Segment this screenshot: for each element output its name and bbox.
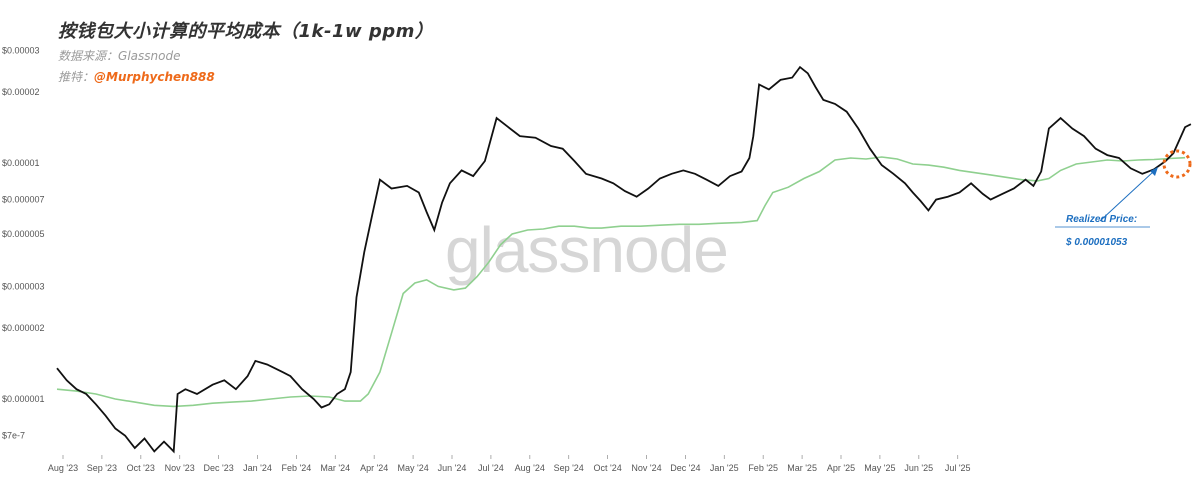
annotation-title: Realized Price:	[1066, 214, 1137, 225]
x-tick-label: Dec '24	[670, 463, 700, 473]
x-tick-label: Aug '23	[48, 463, 78, 473]
x-tick-label: Jan '24	[243, 463, 272, 473]
highlight-circle	[1162, 149, 1192, 179]
source-value: Glassnode	[118, 49, 181, 63]
x-tick-label: Jul '24	[478, 463, 504, 473]
source-line: 数据来源：Glassnode	[58, 47, 180, 64]
x-tick-label: Dec '23	[203, 463, 233, 473]
x-tick-label: Mar '25	[787, 463, 817, 473]
x-tick-label: Feb '24	[282, 463, 312, 473]
y-tick-label: $0.000005	[2, 229, 45, 239]
x-tick-label: May '25	[864, 463, 895, 473]
y-tick-label: $0.000002	[2, 323, 45, 333]
x-tick-label: Feb '25	[748, 463, 778, 473]
x-axis: Aug '23 Sep '23 Oct '23 Nov '23 Dec '23 Jan '…	[48, 455, 971, 473]
x-tick-label: Sep '23	[87, 463, 117, 473]
x-tick-label: Apr '25	[827, 463, 855, 473]
x-tick-label: Jun '24	[438, 463, 467, 473]
x-tick-label: Jun '25	[904, 463, 933, 473]
x-tick-label: Sep '24	[554, 463, 584, 473]
annotation-arrow	[1099, 171, 1154, 222]
source-label: 数据来源：	[58, 49, 119, 63]
x-tick-label: Nov '24	[631, 463, 661, 473]
y-tick-label: $0.000003	[2, 281, 45, 291]
x-tick-label: Oct '24	[593, 463, 621, 473]
x-tick-label: May '24	[397, 463, 428, 473]
twitter-line: 推特：@Murphychen888	[58, 68, 215, 85]
x-tick-label: Mar '24	[320, 463, 350, 473]
watermark: glassnode	[445, 214, 728, 286]
series-realized-line	[56, 156, 1186, 408]
realized-price-annotation: Realized Price: $ 0.00001053	[1055, 149, 1192, 248]
arrowhead-icon	[1150, 167, 1158, 176]
y-tick-label: $0.00001	[2, 158, 40, 168]
x-tick-label: Oct '23	[127, 463, 155, 473]
series-price-line	[56, 65, 1192, 454]
y-axis: $0.00003 $0.00002 $0.00001 $0.000007 $0.0000…	[2, 45, 45, 440]
y-tick-label: $7e-7	[2, 431, 25, 441]
x-tick-label: Jan '25	[710, 463, 739, 473]
chart-title: 按钱包大小计算的平均成本（1k-1w ppm）	[58, 21, 434, 42]
twitter-handle[interactable]: @Murphychen888	[94, 70, 215, 84]
x-tick-label: Nov '23	[165, 463, 195, 473]
x-tick-label: Apr '24	[360, 463, 388, 473]
x-tick-label: Aug '24	[515, 463, 545, 473]
y-tick-label: $0.00003	[2, 45, 40, 55]
twitter-label: 推特：	[58, 70, 95, 84]
x-tick-label: Jul '25	[945, 463, 971, 473]
annotation-value: $ 0.00001053	[1065, 237, 1128, 248]
y-tick-label: $0.000001	[2, 394, 45, 404]
y-tick-label: $0.000007	[2, 195, 45, 205]
y-tick-label: $0.00002	[2, 87, 40, 97]
